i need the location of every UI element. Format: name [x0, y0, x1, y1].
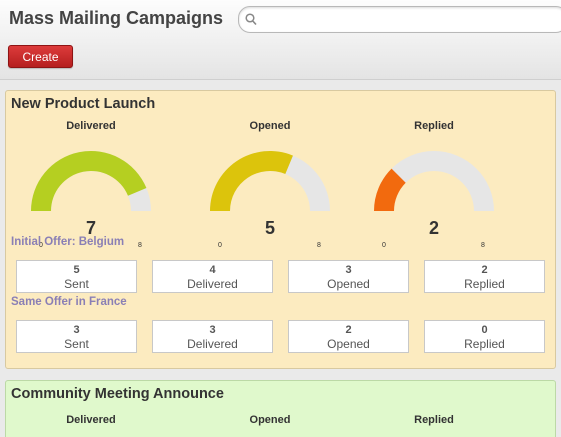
- offer-title[interactable]: Same Offer in France: [11, 296, 127, 308]
- stat-label: Opened: [327, 277, 370, 291]
- search-icon: [245, 13, 257, 26]
- campaign-card[interactable]: Community Meeting Announce Delivered Ope…: [5, 380, 556, 437]
- gauge-min: 0: [39, 242, 43, 249]
- campaign-title[interactable]: Community Meeting Announce: [11, 386, 224, 402]
- gauge-min: 0: [382, 242, 386, 249]
- gauge-label: Replied: [414, 414, 454, 426]
- stat-value: 3: [345, 264, 352, 276]
- gauge-dial: [31, 150, 151, 211]
- gauge-dial: [374, 151, 494, 211]
- stat-label: Sent: [64, 337, 89, 351]
- stat-value: 2: [345, 324, 352, 336]
- gauge-min: 0: [218, 242, 222, 249]
- search-input[interactable]: [261, 9, 561, 30]
- stat-value: 4: [209, 264, 216, 276]
- stat-value: 2: [481, 264, 488, 276]
- stat-replied[interactable]: 0 Replied: [424, 320, 545, 353]
- search-box[interactable]: [238, 6, 561, 33]
- stat-value: 5: [73, 264, 80, 276]
- gauge-label: Delivered: [66, 414, 116, 426]
- gauge-fill: [210, 151, 293, 211]
- gauge-max: 8: [317, 242, 321, 249]
- gauge-value: 5: [264, 218, 275, 238]
- gauge-label: Opened: [249, 414, 291, 426]
- campaign-card[interactable]: New Product Launch Delivered 7 0 8 Opene…: [5, 90, 556, 369]
- stat-label: Replied: [464, 277, 505, 291]
- stat-value: 3: [73, 324, 80, 336]
- gauge-label: Delivered: [66, 120, 116, 132]
- gauge-label: Opened: [249, 120, 291, 132]
- gauge-max: 8: [481, 242, 485, 249]
- campaign-title[interactable]: New Product Launch: [11, 96, 156, 112]
- stat-value: 3: [209, 324, 216, 336]
- stat-replied[interactable]: 2 Replied: [424, 260, 545, 293]
- stat-opened[interactable]: 2 Opened: [288, 320, 409, 353]
- gauge-replied: Replied 2 0 8: [364, 120, 504, 255]
- stat-delivered[interactable]: 3 Delivered: [152, 320, 273, 353]
- stat-delivered[interactable]: 4 Delivered: [152, 260, 273, 293]
- gauge-label: Replied: [414, 120, 454, 132]
- gauge-dial: [210, 151, 330, 211]
- gauge-opened: Opened 5 0 8: [200, 120, 340, 255]
- stat-label: Opened: [327, 337, 370, 351]
- stat-label: Sent: [64, 277, 89, 291]
- gauge-track: [374, 151, 494, 211]
- offer-title[interactable]: Initial Offer: Belgium: [11, 236, 125, 248]
- gauge-delivered: Delivered 7 0 8: [21, 120, 161, 255]
- stat-label: Delivered: [187, 277, 238, 291]
- gauge-value: 2: [428, 218, 439, 238]
- stat-value: 0: [481, 324, 488, 336]
- gauge-max: 8: [138, 242, 142, 249]
- stat-label: Delivered: [187, 337, 238, 351]
- gauge-fill: [374, 168, 406, 211]
- stat-label: Replied: [464, 337, 505, 351]
- header-bar: Mass Mailing Campaigns Create: [0, 0, 561, 80]
- gauge-value: 7: [85, 218, 96, 238]
- create-button[interactable]: Create: [8, 45, 73, 68]
- gauge-fill: [31, 150, 147, 211]
- stat-opened[interactable]: 3 Opened: [288, 260, 409, 293]
- page-title: Mass Mailing Campaigns: [9, 8, 224, 28]
- stat-sent[interactable]: 5 Sent: [16, 260, 137, 293]
- stat-sent[interactable]: 3 Sent: [16, 320, 137, 353]
